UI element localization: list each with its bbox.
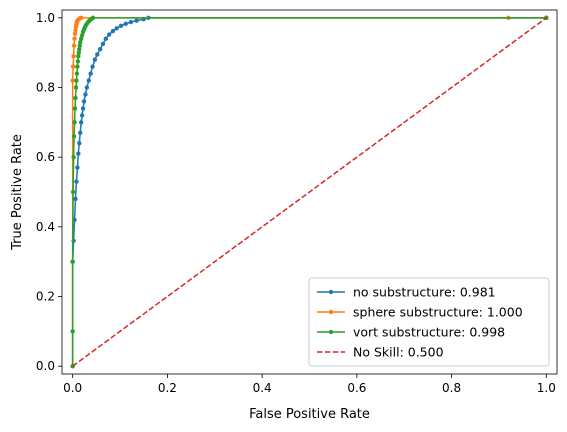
data-point — [75, 165, 80, 170]
data-point — [90, 64, 95, 69]
data-point — [73, 85, 79, 90]
y-tick-label: 0.6 — [36, 150, 55, 164]
data-point — [128, 19, 134, 25]
y-axis-ticks: 0.0 0.2 0.4 0.6 0.8 1.0 — [36, 11, 62, 373]
data-point — [74, 71, 80, 76]
series-3 — [72, 17, 547, 367]
data-point — [83, 92, 88, 97]
data-point — [86, 78, 91, 83]
data-point — [70, 189, 76, 195]
data-point — [73, 196, 78, 202]
data-point — [71, 154, 76, 160]
data-point — [88, 71, 93, 76]
legend-item: No Skill: 0.500 — [317, 345, 444, 360]
data-point — [100, 41, 106, 47]
data-point — [80, 106, 86, 111]
y-tick-label: 0.4 — [36, 220, 55, 234]
data-point — [79, 33, 85, 38]
data-point — [78, 36, 84, 41]
data-point — [106, 32, 112, 37]
data-point — [77, 43, 82, 48]
data-point — [95, 52, 100, 57]
data-point — [114, 26, 119, 31]
legend-label: sphere substructure: 1.000 — [353, 305, 523, 320]
data-point — [77, 46, 82, 52]
y-tick-label: 1.0 — [36, 11, 55, 25]
data-point — [70, 64, 76, 69]
series-line — [72, 17, 547, 367]
legend: no substructure: 0.981 sphere substructur… — [308, 277, 550, 367]
legend-label: vort substructure: 0.998 — [353, 325, 505, 340]
data-point — [73, 95, 78, 101]
data-point — [71, 53, 76, 59]
legend-item: vort substructure: 0.998 — [317, 325, 505, 340]
x-axis-ticks: 0.0 0.2 0.4 0.6 0.8 1.0 — [63, 374, 556, 395]
data-point — [74, 179, 79, 184]
x-tick-label: 0.4 — [253, 381, 272, 395]
data-point — [76, 151, 81, 156]
x-tick-label: 1.0 — [537, 381, 556, 395]
data-point — [90, 15, 96, 21]
x-tick-label: 0.2 — [158, 381, 177, 395]
data-point — [103, 36, 109, 41]
data-point — [70, 259, 75, 264]
legend-box — [308, 277, 550, 367]
y-tick-label: 0.8 — [36, 81, 55, 95]
data-point — [71, 134, 77, 139]
series-1 — [70, 15, 549, 369]
y-axis-label: True Positive Rate — [10, 134, 25, 251]
data-point — [110, 28, 116, 34]
data-point — [97, 46, 103, 52]
data-point — [72, 106, 78, 111]
data-point — [73, 27, 78, 33]
data-point — [72, 31, 78, 36]
legend-item: sphere substructure: 1.000 — [317, 305, 523, 320]
data-point — [78, 40, 83, 45]
data-point — [72, 120, 77, 125]
data-point — [71, 43, 77, 48]
data-point — [75, 59, 81, 64]
x-tick-label: 0.0 — [63, 381, 82, 395]
data-point — [77, 141, 82, 146]
data-point — [76, 50, 82, 55]
series-2 — [70, 15, 549, 369]
y-tick-label: 0.0 — [36, 359, 55, 373]
data-point — [118, 23, 124, 29]
data-point — [78, 120, 84, 125]
data-point — [78, 130, 83, 135]
data-point — [78, 15, 84, 21]
legend-marker — [328, 309, 334, 315]
data-point — [74, 78, 79, 83]
series-line — [71, 17, 547, 367]
legend-marker — [328, 289, 334, 295]
legend-label: No Skill: 0.500 — [353, 345, 444, 360]
data-point — [79, 113, 85, 118]
legend-item: no substructure: 0.981 — [317, 285, 496, 300]
x-tick-label: 0.8 — [442, 381, 461, 395]
x-axis-label: False Positive Rate — [249, 407, 370, 422]
data-point — [84, 85, 90, 90]
data-point — [81, 99, 87, 104]
x-tick-label: 0.6 — [347, 381, 366, 395]
legend-marker — [328, 329, 334, 335]
data-point — [72, 36, 77, 41]
series-layer — [70, 15, 549, 369]
data-point — [123, 21, 128, 26]
data-point — [92, 57, 98, 62]
y-tick-label: 0.2 — [36, 289, 55, 303]
axes-frame — [61, 9, 558, 375]
legend-label: no substructure: 0.981 — [353, 285, 496, 300]
data-point — [134, 18, 139, 23]
data-point — [70, 329, 75, 334]
data-point — [75, 64, 80, 69]
data-point — [76, 53, 81, 59]
data-point — [70, 78, 75, 83]
